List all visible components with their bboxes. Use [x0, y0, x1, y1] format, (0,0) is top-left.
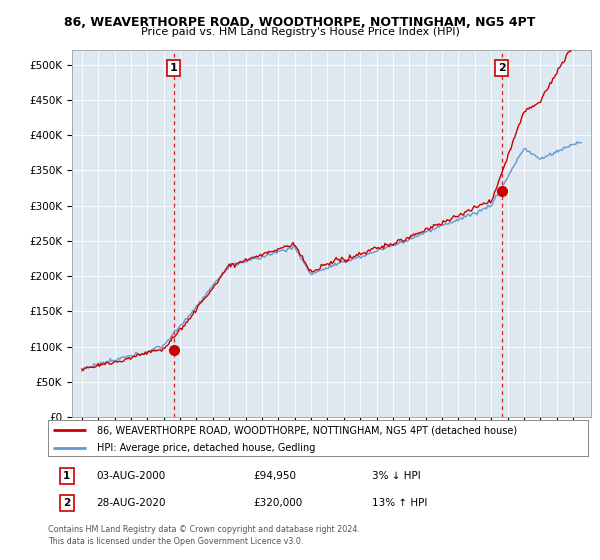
- Text: Price paid vs. HM Land Registry's House Price Index (HPI): Price paid vs. HM Land Registry's House …: [140, 27, 460, 38]
- Text: 28-AUG-2020: 28-AUG-2020: [97, 498, 166, 508]
- Text: 2: 2: [498, 63, 506, 73]
- Text: 1: 1: [63, 471, 71, 481]
- Text: 03-AUG-2000: 03-AUG-2000: [97, 471, 166, 481]
- Text: 1: 1: [170, 63, 178, 73]
- Text: 13% ↑ HPI: 13% ↑ HPI: [372, 498, 427, 508]
- Text: £320,000: £320,000: [253, 498, 302, 508]
- Text: £94,950: £94,950: [253, 471, 296, 481]
- Text: 2: 2: [63, 498, 71, 508]
- Text: 3% ↓ HPI: 3% ↓ HPI: [372, 471, 421, 481]
- Text: HPI: Average price, detached house, Gedling: HPI: Average price, detached house, Gedl…: [97, 444, 315, 454]
- Text: Contains HM Land Registry data © Crown copyright and database right 2024.
This d: Contains HM Land Registry data © Crown c…: [48, 525, 360, 546]
- Text: 86, WEAVERTHORPE ROAD, WOODTHORPE, NOTTINGHAM, NG5 4PT (detached house): 86, WEAVERTHORPE ROAD, WOODTHORPE, NOTTI…: [97, 425, 517, 435]
- Text: 86, WEAVERTHORPE ROAD, WOODTHORPE, NOTTINGHAM, NG5 4PT: 86, WEAVERTHORPE ROAD, WOODTHORPE, NOTTI…: [64, 16, 536, 29]
